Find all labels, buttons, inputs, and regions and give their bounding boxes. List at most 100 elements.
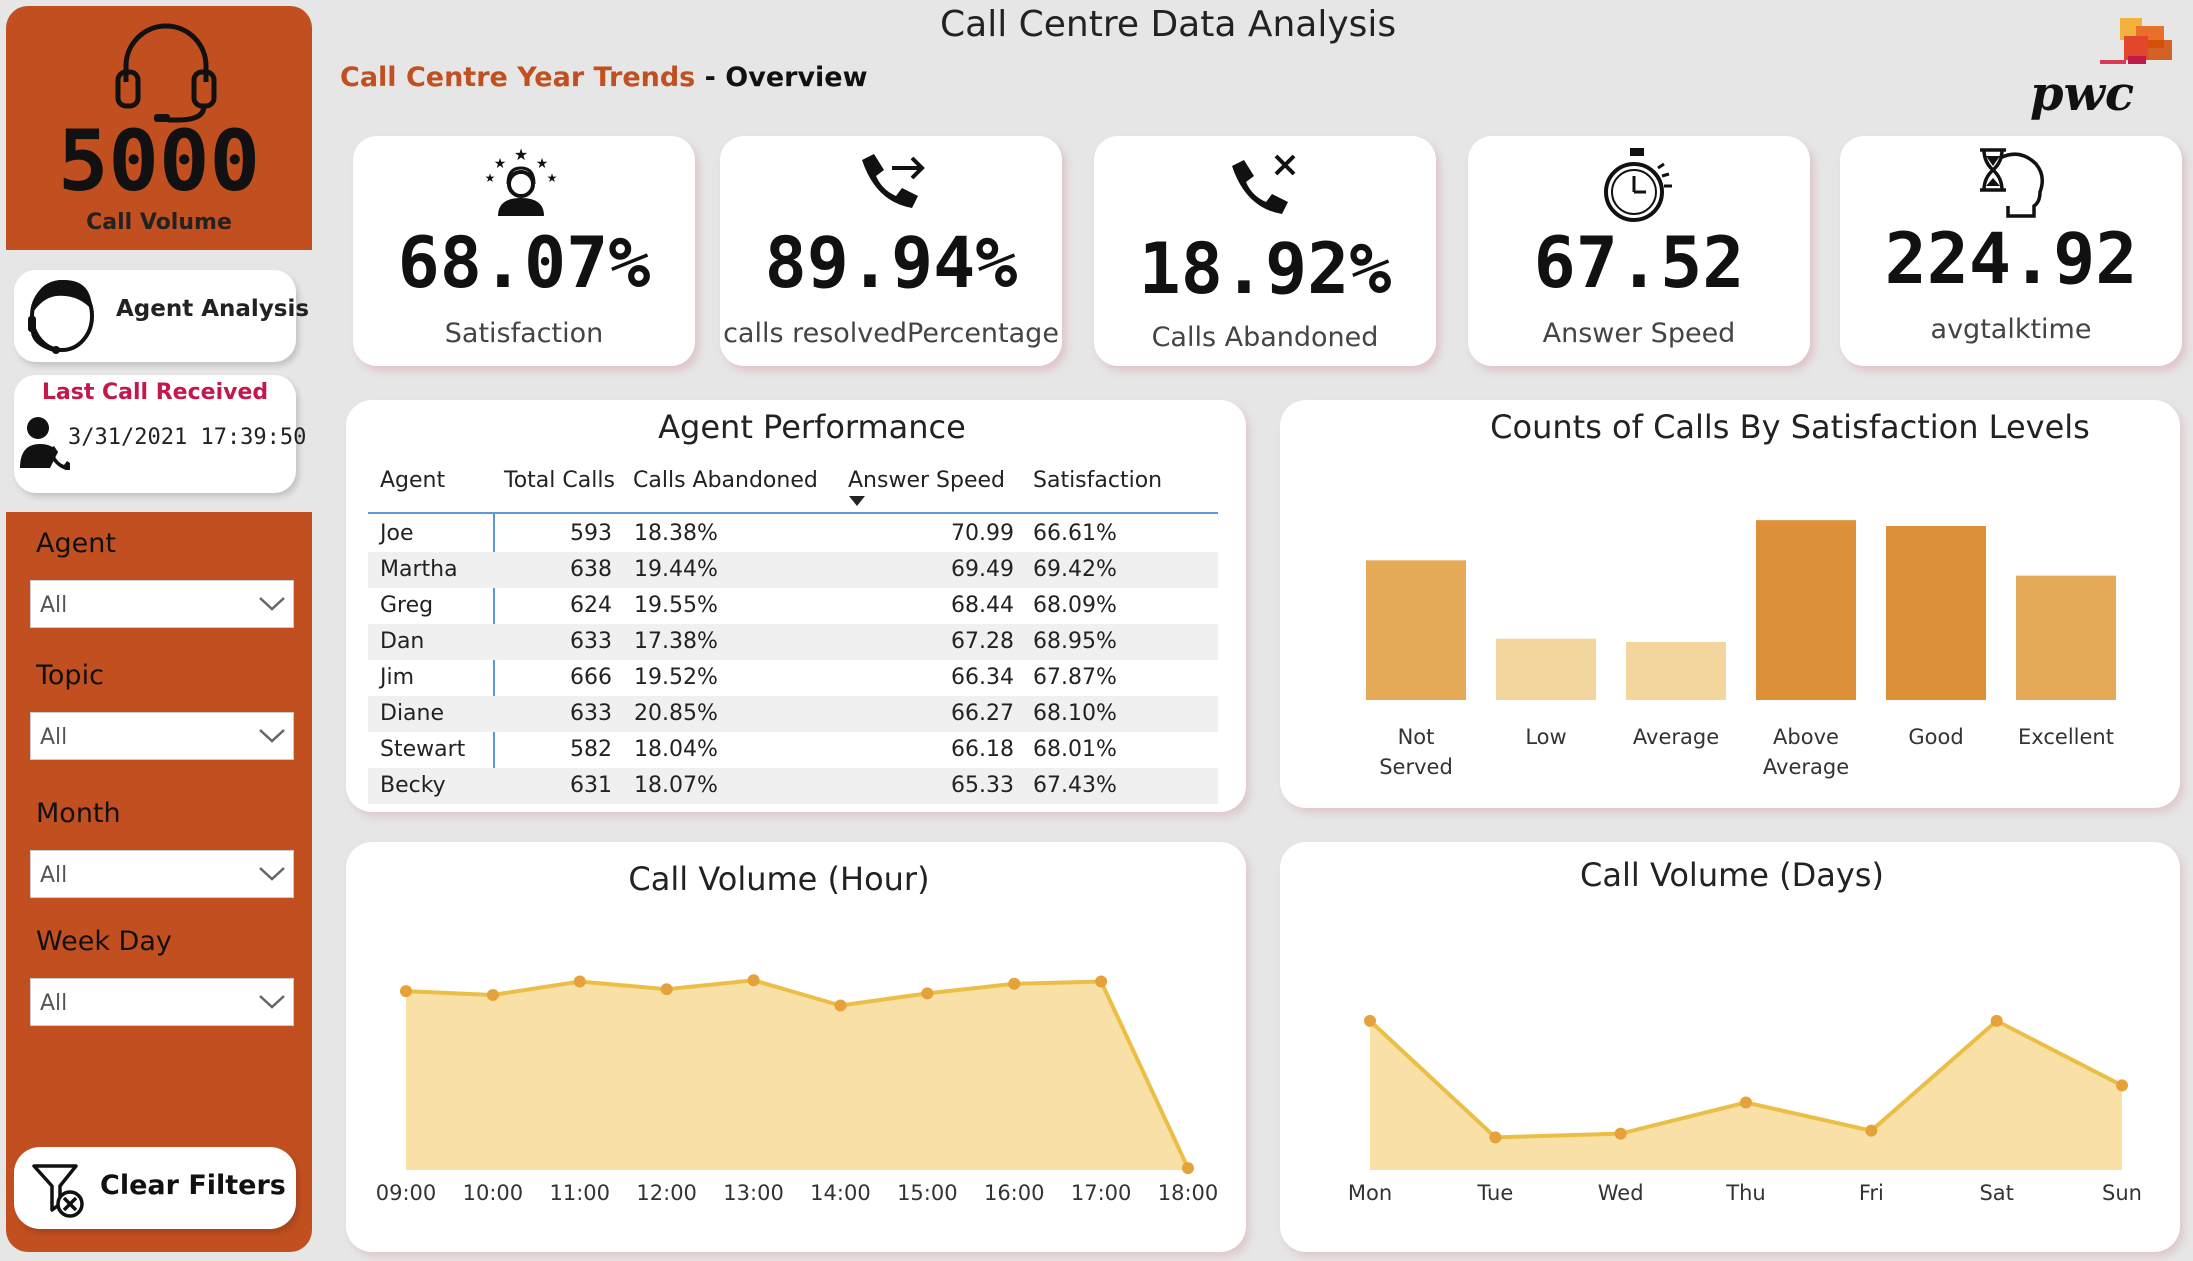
filter-topic-value: All xyxy=(40,725,68,750)
x-tick-label: Thu xyxy=(1725,1181,1765,1205)
cell-agent: Dan xyxy=(380,629,425,654)
table-row[interactable]: Becky 631 18.07% 65.33 67.43% xyxy=(368,768,1218,804)
col-header-calls-abandoned[interactable]: Calls Abandoned xyxy=(633,468,818,493)
bar-category-label: Not xyxy=(1398,725,1435,749)
svg-text:★: ★ xyxy=(547,171,558,185)
pwc-logo-text: pwc xyxy=(2030,66,2135,122)
kpi-resolved-card xyxy=(720,136,1062,366)
svg-text:★: ★ xyxy=(494,156,507,172)
x-tick-label: Mon xyxy=(1348,1181,1392,1205)
data-point[interactable] xyxy=(1740,1096,1752,1109)
x-tick-label: 14:00 xyxy=(810,1181,871,1205)
bar-category-label: Average xyxy=(1633,725,1719,749)
cell-answer-speed: 67.28 xyxy=(951,629,1014,654)
cell-satisfaction: 66.61% xyxy=(1033,521,1117,546)
kpi-talk-time-value: 224.92 xyxy=(1884,218,2138,300)
table-row[interactable]: Stewart 582 18.04% 66.18 68.01% xyxy=(368,732,1218,768)
data-point[interactable] xyxy=(1489,1131,1502,1144)
x-tick-label: Fri xyxy=(1859,1181,1884,1205)
data-point[interactable] xyxy=(1182,1162,1194,1175)
data-point[interactable] xyxy=(1364,1014,1376,1027)
agent-analysis-label: Agent Analysis xyxy=(116,296,310,322)
filter-weekday-value: All xyxy=(40,991,68,1016)
table-row[interactable]: Martha 638 19.44% 69.49 69.42% xyxy=(368,552,1218,588)
stopwatch-icon xyxy=(1604,148,1672,222)
cell-satisfaction: 67.43% xyxy=(1033,773,1117,798)
cell-total-calls: 631 xyxy=(570,773,612,798)
header-divider xyxy=(368,512,1218,514)
col-header-agent[interactable]: Agent xyxy=(380,468,446,493)
table-row[interactable]: Dan 633 17.38% 67.28 68.95% xyxy=(368,624,1218,660)
data-point[interactable] xyxy=(573,975,586,988)
bar-above-average[interactable] xyxy=(1756,520,1856,700)
kpi-answer-speed-label: Answer Speed xyxy=(1542,318,1736,349)
cell-satisfaction: 68.01% xyxy=(1033,737,1117,762)
cell-answer-speed: 68.44 xyxy=(951,593,1014,618)
cell-agent: Diane xyxy=(380,701,445,726)
table-row[interactable]: Jim 666 19.52% 66.34 67.87% xyxy=(368,660,1218,696)
sort-desc-icon[interactable] xyxy=(849,496,865,506)
kpi-answer-speed-card xyxy=(1468,136,1810,366)
col-header-answer-speed[interactable]: Answer Speed xyxy=(848,468,1005,493)
filter-month-select[interactable] xyxy=(30,850,294,898)
filter-clear-icon xyxy=(32,1164,84,1218)
data-point[interactable] xyxy=(2116,1079,2128,1092)
table-row[interactable]: Joe 593 18.38% 70.99 66.61% xyxy=(368,516,1218,552)
kpi-abandoned-value: 18.92% xyxy=(1138,228,1392,310)
data-point[interactable] xyxy=(1614,1127,1627,1140)
caller-icon xyxy=(20,417,70,470)
filter-weekday-label: Week Day xyxy=(36,926,172,957)
data-point[interactable] xyxy=(1990,1014,2003,1027)
data-point[interactable] xyxy=(486,988,499,1001)
col-header-satisfaction[interactable]: Satisfaction xyxy=(1033,468,1163,493)
data-point[interactable] xyxy=(1008,977,1021,990)
x-tick-label: 10:00 xyxy=(463,1181,524,1205)
cell-total-calls: 638 xyxy=(570,557,612,582)
kpi-satisfaction-label: Satisfaction xyxy=(444,318,604,349)
data-point[interactable] xyxy=(921,987,934,1000)
filter-month-value: All xyxy=(40,863,68,888)
cell-total-calls: 624 xyxy=(570,593,612,618)
bar-not-served[interactable] xyxy=(1366,560,1466,700)
col-header-total-calls[interactable]: Total Calls xyxy=(504,468,615,493)
page-subtitle: Call Centre Year Trends - Overview xyxy=(340,62,868,93)
filter-topic-label: Topic xyxy=(36,660,104,691)
filter-weekday-select[interactable] xyxy=(30,978,294,1026)
data-point[interactable] xyxy=(400,985,412,998)
cell-agent: Becky xyxy=(380,773,446,798)
table-row[interactable]: Greg 624 19.55% 68.44 68.09% xyxy=(368,588,1218,624)
page-title: Call Centre Data Analysis xyxy=(940,4,1397,45)
bar-average[interactable] xyxy=(1626,642,1726,700)
area-fill xyxy=(1370,1020,2122,1170)
kpi-talk-time-label: avgtalktime xyxy=(1930,314,2092,345)
bar-category-label: Average xyxy=(1763,755,1849,779)
bar-category-label: Served xyxy=(1379,755,1453,779)
cell-calls-abandoned: 20.85% xyxy=(634,701,718,726)
data-point[interactable] xyxy=(1865,1124,1878,1137)
chevron-down-icon xyxy=(259,867,285,881)
data-point[interactable] xyxy=(1095,975,1108,988)
bar-good[interactable] xyxy=(1886,526,1986,700)
x-tick-label: 15:00 xyxy=(897,1181,958,1205)
data-point[interactable] xyxy=(834,999,847,1012)
bar-excellent[interactable] xyxy=(2016,575,2116,700)
cell-agent: Greg xyxy=(380,593,434,618)
x-tick-label: 09:00 xyxy=(376,1181,437,1205)
filter-topic-select[interactable] xyxy=(30,712,294,760)
chevron-down-icon xyxy=(259,995,285,1009)
cell-calls-abandoned: 19.44% xyxy=(634,557,718,582)
data-point[interactable] xyxy=(747,974,760,987)
x-tick-label: 11:00 xyxy=(550,1181,611,1205)
bar-low[interactable] xyxy=(1496,638,1596,700)
bar-category-label: Low xyxy=(1525,725,1566,749)
last-call-card xyxy=(14,375,296,493)
filter-agent-select[interactable] xyxy=(30,580,294,628)
cell-calls-abandoned: 18.04% xyxy=(634,737,718,762)
x-tick-label: 17:00 xyxy=(1071,1181,1132,1205)
kpi-answer-speed-value: 67.52 xyxy=(1533,222,1745,304)
subtitle-separator: - xyxy=(695,62,726,93)
phone-missed-icon xyxy=(1232,154,1296,214)
cell-total-calls: 633 xyxy=(570,629,612,654)
data-point[interactable] xyxy=(660,983,673,996)
table-row[interactable]: Diane 633 20.85% 66.27 68.10% xyxy=(368,696,1218,732)
